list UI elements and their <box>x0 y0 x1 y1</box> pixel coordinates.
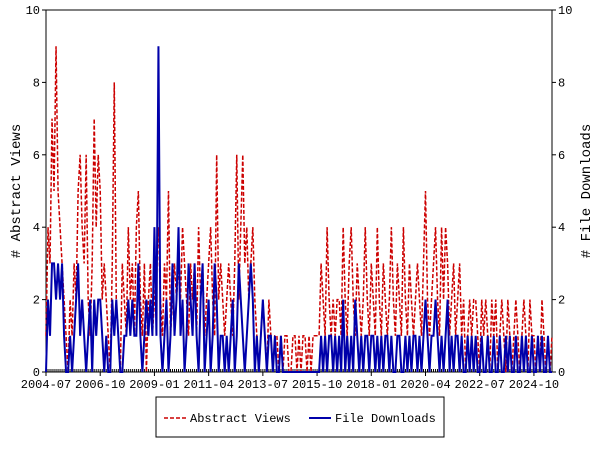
x-tick-label: 2006-10 <box>75 378 125 392</box>
x-tick-label: 2009-01 <box>129 378 179 392</box>
y2-tick-label: 10 <box>558 4 572 18</box>
y-tick-label: 2 <box>33 294 40 308</box>
legend-label: File Downloads <box>335 412 436 426</box>
x-tick-label: 2018-01 <box>346 378 396 392</box>
x-tick-label: 2004-07 <box>21 378 71 392</box>
series-line <box>45 46 552 373</box>
x-tick-label: 2011-04 <box>183 378 233 392</box>
y2-tick-label: 4 <box>558 221 565 235</box>
y2-axis-label: # File Downloads <box>579 124 595 258</box>
legend-box <box>155 396 445 438</box>
legend-label: Abstract Views <box>190 412 291 426</box>
y-tick-label: 0 <box>33 366 40 380</box>
y-tick-label: 4 <box>33 221 40 235</box>
x-tick-label: 2020-04 <box>400 378 450 392</box>
y2-tick-label: 8 <box>558 76 565 90</box>
plot-frame <box>45 9 553 373</box>
y-tick-label: 10 <box>26 4 40 18</box>
y-tick-label: 8 <box>33 76 40 90</box>
y-axis-label: # Abstract Views <box>9 124 25 258</box>
series-line <box>45 46 553 373</box>
y2-tick-label: 2 <box>558 294 565 308</box>
y2-tick-label: 6 <box>558 149 565 163</box>
x-tick-label: 2024-10 <box>509 378 559 392</box>
x-tick-label: 2013-07 <box>238 378 288 392</box>
x-tick-label: 2015-10 <box>292 378 342 392</box>
y2-tick-label: 0 <box>558 366 565 380</box>
y-tick-label: 6 <box>33 149 40 163</box>
x-tick-label: 2022-07 <box>455 378 505 392</box>
